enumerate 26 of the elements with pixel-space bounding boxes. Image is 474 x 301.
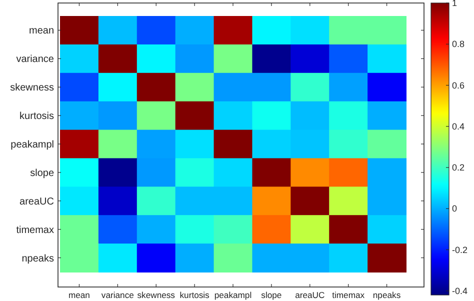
x-tick-label: variance [101,290,134,300]
x-tick-label: kurtosis [180,290,210,300]
y-tick-label: kurtosis [20,111,54,122]
x-tick-label: skewness [137,290,175,300]
color-bar-label: 0.2 [452,162,465,173]
x-tick-label: npeaks [372,290,401,300]
x-tick-label: timemax [332,290,366,300]
color-bar-label: 0.6 [452,80,465,90]
color-bar-label: -0.2 [452,244,468,255]
x-tick-label: slope [261,290,282,300]
color-bar-label: 1 [452,0,458,8]
color-bar-label: 0 [452,204,458,214]
color-bar-label: -0.4 [452,286,468,296]
x-tick-label: areaUC [295,290,325,300]
x-tick-label: peakampl [214,290,252,300]
y-tick-label: areaUC [20,196,54,208]
y-tick-label: peakampl [10,140,54,150]
y-tick-label: timemax [16,224,54,236]
y-tick-label: variance [16,54,54,66]
color-bar-label: 0.4 [452,121,465,132]
y-tick-label: npeaks [22,253,54,264]
x-tick-label: mean [68,290,90,300]
y-tick-label: slope [30,168,54,179]
y-tick-label: skewness [10,82,54,94]
color-bar-label: 0.8 [452,39,465,50]
y-tick-label: mean [28,26,54,37]
